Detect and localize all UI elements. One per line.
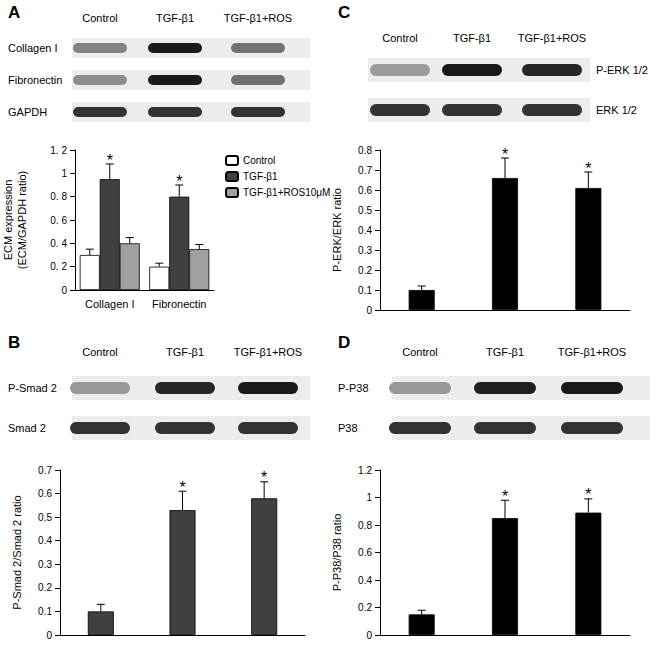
svg-text:TGF-β1+ROS: TGF-β1+ROS xyxy=(234,346,302,358)
svg-text:GAPDH: GAPDH xyxy=(8,106,47,118)
svg-text:*: * xyxy=(176,173,182,190)
svg-text:0.1: 0.1 xyxy=(38,606,52,617)
svg-text:*: * xyxy=(179,479,185,496)
svg-text:*: * xyxy=(502,146,508,163)
svg-text:0: 0 xyxy=(366,305,372,316)
svg-text:0. 6: 0. 6 xyxy=(50,215,67,226)
svg-text:0.1: 0.1 xyxy=(358,285,372,296)
svg-text:0.2: 0.2 xyxy=(358,265,372,276)
svg-text:0.6: 0.6 xyxy=(38,488,52,499)
svg-text:TGF-β1: TGF-β1 xyxy=(243,171,278,182)
svg-text:*: * xyxy=(107,152,113,169)
svg-text:P38: P38 xyxy=(338,422,358,434)
svg-text:0.5: 0.5 xyxy=(38,512,52,523)
svg-text:0.4: 0.4 xyxy=(358,575,372,586)
svg-text:Control: Control xyxy=(243,155,275,166)
svg-text:1. 2: 1. 2 xyxy=(50,145,67,156)
svg-text:P-ERK/ERK ratio: P-ERK/ERK ratio xyxy=(331,188,343,272)
svg-text:1: 1 xyxy=(366,492,372,503)
svg-text:Collagen I: Collagen I xyxy=(85,298,135,310)
svg-text:0. 4: 0. 4 xyxy=(50,238,67,249)
svg-text:(ECM/GAPDH ratio): (ECM/GAPDH ratio) xyxy=(16,171,28,269)
svg-text:P-Smad 2/Smad 2 ratio: P-Smad 2/Smad 2 ratio xyxy=(11,495,23,609)
svg-text:TGF-β1: TGF-β1 xyxy=(486,346,524,358)
svg-text:TGF-β1: TGF-β1 xyxy=(453,32,491,44)
svg-text:0. 2: 0. 2 xyxy=(50,261,67,272)
svg-text:TGF-β1+ROS: TGF-β1+ROS xyxy=(518,32,586,44)
svg-text:*: * xyxy=(261,469,267,486)
svg-text:1.2: 1.2 xyxy=(358,465,372,476)
svg-text:Control: Control xyxy=(382,32,417,44)
svg-text:Control: Control xyxy=(402,346,437,358)
svg-text:0.4: 0.4 xyxy=(358,225,372,236)
svg-text:0.6: 0.6 xyxy=(358,185,372,196)
svg-text:0: 0 xyxy=(366,630,372,641)
svg-text:0.2: 0.2 xyxy=(38,582,52,593)
svg-text:P-P38: P-P38 xyxy=(338,382,369,394)
svg-text:P-ERK 1/2: P-ERK 1/2 xyxy=(596,64,648,76)
svg-text:A: A xyxy=(8,3,20,22)
svg-text:0.2: 0.2 xyxy=(358,602,372,613)
svg-text:D: D xyxy=(338,333,350,352)
svg-text:*: * xyxy=(585,160,591,177)
svg-text:0: 0 xyxy=(46,630,52,641)
svg-text:ECM expression: ECM expression xyxy=(2,180,14,261)
svg-text:Smad 2: Smad 2 xyxy=(8,422,46,434)
svg-text:TGF-β1: TGF-β1 xyxy=(156,12,194,24)
svg-text:0.4: 0.4 xyxy=(38,535,52,546)
svg-text:Fibronectin: Fibronectin xyxy=(8,74,62,86)
svg-text:TGF-β1: TGF-β1 xyxy=(166,346,204,358)
svg-text:0: 0 xyxy=(61,285,67,296)
svg-text:C: C xyxy=(338,3,350,22)
svg-text:ERK 1/2: ERK 1/2 xyxy=(596,104,637,116)
svg-text:TGF-β1+ROS: TGF-β1+ROS xyxy=(224,12,292,24)
svg-text:*: * xyxy=(502,488,508,505)
svg-text:*: * xyxy=(585,486,591,503)
svg-text:B: B xyxy=(8,333,20,352)
svg-text:Control: Control xyxy=(82,346,117,358)
svg-text:0. 8: 0. 8 xyxy=(50,191,67,202)
svg-text:0.6: 0.6 xyxy=(358,547,372,558)
svg-text:Collagen I: Collagen I xyxy=(8,42,58,54)
svg-text:0.8: 0.8 xyxy=(358,520,372,531)
svg-text:Control: Control xyxy=(82,12,117,24)
svg-text:0.7: 0.7 xyxy=(38,465,52,476)
svg-text:0.7: 0.7 xyxy=(358,165,372,176)
svg-text:0.8: 0.8 xyxy=(358,145,372,156)
svg-text:TGF-β1+ROS10μM: TGF-β1+ROS10μM xyxy=(243,187,330,198)
svg-text:0.3: 0.3 xyxy=(38,559,52,570)
svg-text:Fibronectin: Fibronectin xyxy=(152,298,206,310)
svg-text:0.5: 0.5 xyxy=(358,205,372,216)
svg-text:1: 1 xyxy=(61,168,67,179)
svg-text:P-Smad 2: P-Smad 2 xyxy=(8,382,57,394)
svg-text:P-P38/P38 ratio: P-P38/P38 ratio xyxy=(331,514,343,592)
svg-text:TGF-β1+ROS: TGF-β1+ROS xyxy=(558,346,626,358)
svg-text:0.3: 0.3 xyxy=(358,245,372,256)
